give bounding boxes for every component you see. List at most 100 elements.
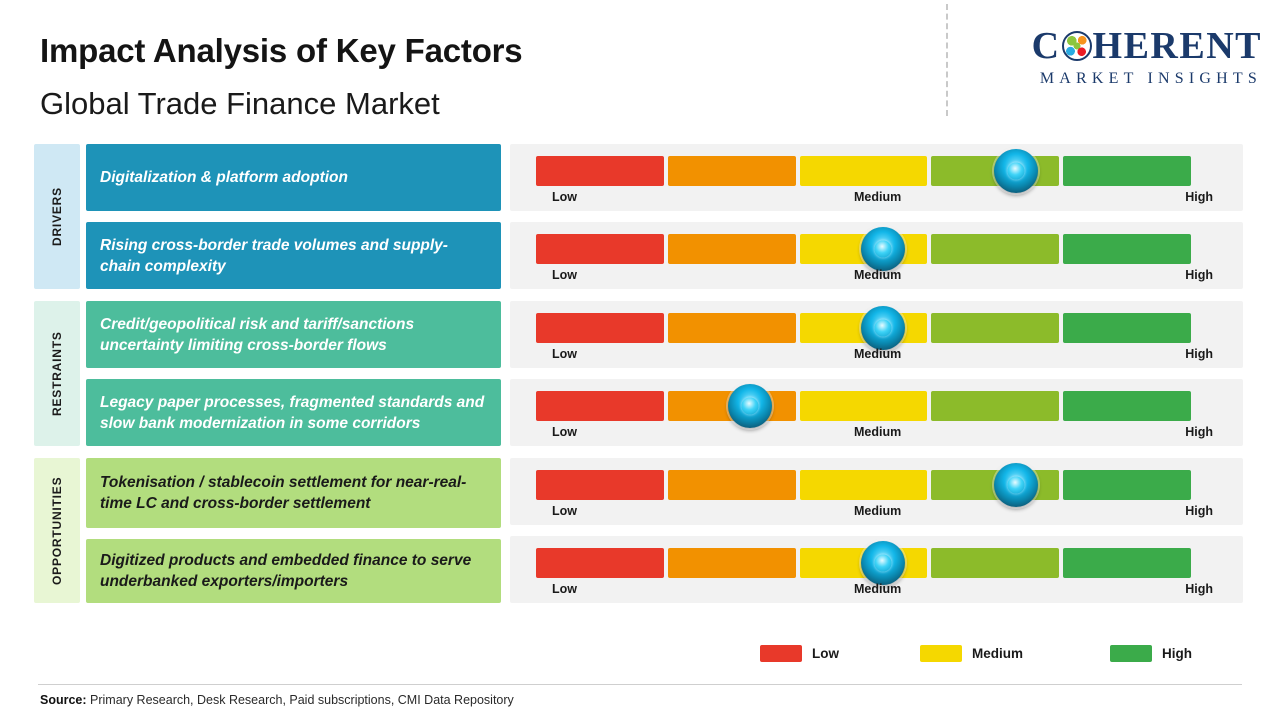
gauge-scale-2: Low Medium High [536,268,1213,286]
category-strip-restraints: RESTRAINTS [34,301,80,446]
factor-box-2: Rising cross-border trade volumes and su… [86,222,501,289]
gauge-scale-6: Low Medium High [536,582,1213,600]
gauge-scale-5: Low Medium High [536,504,1213,522]
legend-item-low: Low [760,645,839,662]
legend-swatch-low [760,645,802,662]
category-strip-opportunities: OPPORTUNITIES [34,458,80,603]
gauge-segment-mid [799,156,928,186]
legend-swatch-high [1110,645,1152,662]
gauge-segment-low-mid [667,548,796,578]
gauge-bars-3 [536,313,1191,343]
factor-label-4: Legacy paper processes, fragmented stand… [100,393,485,432]
gauge-segment-mid-high [931,548,1060,578]
legend-label-medium: Medium [972,646,1024,661]
factor-box-4: Legacy paper processes, fragmented stand… [86,379,501,446]
factor-box-6: Digitized products and embedded finance … [86,539,501,603]
source-label: Source: [40,693,87,707]
footer-divider [38,684,1242,685]
gauge-segment-mid-high [931,234,1060,264]
gauge-segment-high [1063,391,1191,421]
category-label-restraints: RESTRAINTS [50,331,64,416]
impact-marker-6 [861,541,905,585]
gauge-segment-high [1063,156,1191,186]
gauge-bars-4 [536,391,1191,421]
impact-marker-5 [994,463,1038,507]
legend-label-high: High [1162,646,1192,661]
scale-label-high-5: High [1185,504,1213,518]
scale-label-medium-4: Medium [854,425,902,439]
scale-label-low-5: Low [552,504,577,518]
gauge-segment-low [536,156,664,186]
scale-label-low-4: Low [552,425,577,439]
gauge-segment-low-mid [667,313,796,343]
category-strip-drivers: DRIVERS [34,144,80,289]
legend-item-high: High [1110,645,1192,662]
gauge-scale-1: Low Medium High [536,190,1213,208]
brand-tagline: MARKET INSIGHTS [1039,70,1262,87]
scale-label-high-3: High [1185,347,1213,361]
factor-box-3: Credit/geopolitical risk and tariff/sanc… [86,301,501,368]
scale-label-medium-3: Medium [854,347,902,361]
gauge-segment-high [1063,313,1191,343]
gauge-segment-low [536,470,664,500]
logo-letter-c: C [1031,25,1061,67]
source-text: Primary Research, Desk Research, Paid su… [90,693,514,707]
gauge-segment-mid [799,470,928,500]
gauge-segment-high [1063,470,1191,500]
gauge-segment-low-mid [667,156,796,186]
scale-label-low-3: Low [552,347,577,361]
page-subtitle: Global Trade Finance Market [40,86,440,121]
globe-icon [1061,31,1092,61]
gauge-segment-mid-high [931,391,1060,421]
scale-label-low-2: Low [552,268,577,282]
gauge-segment-low-mid [667,470,796,500]
gauge-row-1: Low Medium High [510,144,1243,211]
factor-label-2: Rising cross-border trade volumes and su… [100,236,448,275]
impact-marker-3 [861,306,905,350]
scale-label-high-6: High [1185,582,1213,596]
gauge-row-4: Low Medium High [510,379,1243,446]
scale-label-medium-5: Medium [854,504,902,518]
category-label-opportunities: OPPORTUNITIES [50,476,64,585]
factor-box-5: Tokenisation / stablecoin settlement for… [86,458,501,528]
gauge-scale-4: Low Medium High [536,425,1213,443]
gauge-bars-5 [536,470,1191,500]
scale-label-medium-2: Medium [854,268,902,282]
legend-label-low: Low [812,646,839,661]
gauge-segment-low-mid [667,234,796,264]
gauge-segment-low [536,234,664,264]
scale-label-high-4: High [1185,425,1213,439]
scale-label-high-2: High [1185,268,1213,282]
factor-label-5: Tokenisation / stablecoin settlement for… [100,474,467,512]
gauge-scale-3: Low Medium High [536,347,1213,365]
page-title: Impact Analysis of Key Factors [40,32,523,69]
gauge-segment-high [1063,234,1191,264]
logo-letters-rest: HERENT [1092,25,1262,67]
gauge-segment-mid [799,391,928,421]
gauge-segment-low [536,391,664,421]
category-label-drivers: DRIVERS [50,187,64,246]
page-header: Impact Analysis of Key Factors Global Tr… [0,0,1280,128]
legend-swatch-medium [920,645,962,662]
gauge-row-2: Low Medium High [510,222,1243,289]
factor-label-3: Credit/geopolitical risk and tariff/sanc… [100,315,415,354]
gauge-segment-mid-high [931,313,1060,343]
impact-marker-1 [994,149,1038,193]
factor-label-6: Digitized products and embedded finance … [100,552,472,590]
brand-wordmark: C HERENT [962,26,1262,66]
impact-marker-4 [728,384,772,428]
legend-item-medium: Medium [920,645,1023,662]
factor-label-1: Digitalization & platform adoption [100,169,348,186]
source-note: Source: Primary Research, Desk Research,… [40,693,514,707]
scale-label-low-6: Low [552,582,577,596]
logo-divider [946,4,950,116]
gauge-row-3: Low Medium High [510,301,1243,368]
gauge-row-5: Low Medium High [510,458,1243,525]
scale-label-high-1: High [1185,190,1213,204]
gauge-segment-low [536,313,664,343]
gauge-segment-high [1063,548,1191,578]
gauge-row-6: Low Medium High [510,536,1243,603]
brand-logo: C HERENT MARKET INSIGHTS [962,26,1262,88]
chart-legend: Low Medium High [760,645,1200,669]
gauge-segment-low [536,548,664,578]
